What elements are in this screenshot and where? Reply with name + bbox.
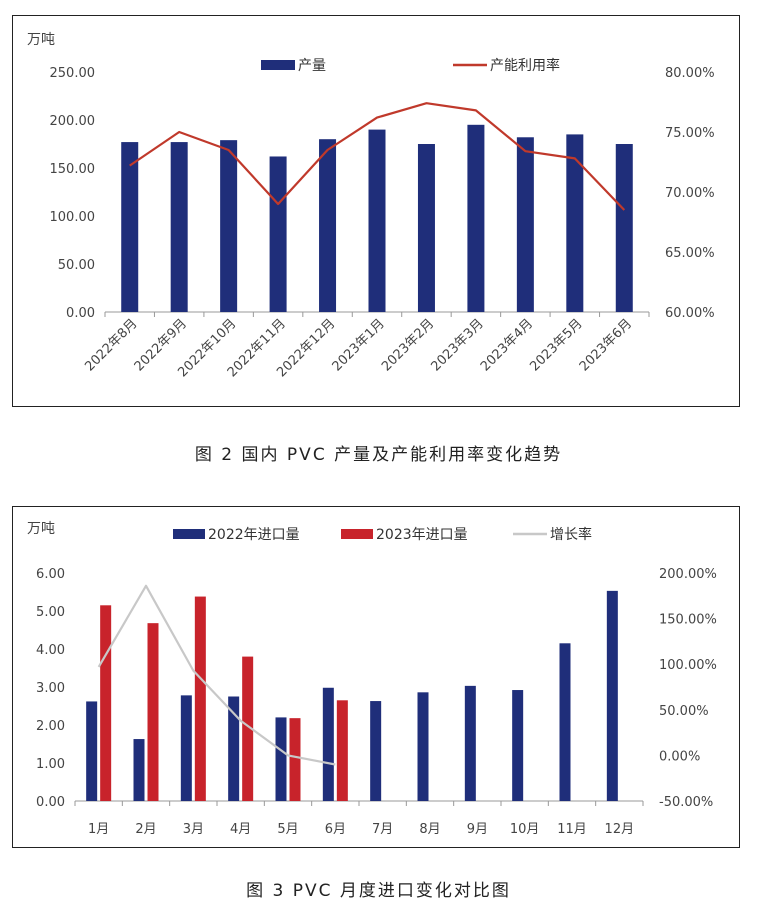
imports-category-label: 9月 (467, 822, 488, 837)
production-left-tick-label: 0.00 (66, 306, 95, 321)
chart-panel-imports: 万吨 0.00 1.00 2.00 3.00 4.00 5.00 6.00 -50.00% 0.0… (12, 506, 740, 848)
production-right-tick-label: 65.00% (665, 246, 715, 261)
imports-bar-1 (559, 643, 571, 801)
imports-bar-1 (322, 687, 334, 801)
imports-left-tick-label: 6.00 (36, 567, 65, 582)
production-left-tick-label: 200.00 (50, 114, 96, 129)
imports-left-tick-label: 0.00 (36, 795, 65, 810)
imports-left-tick-label: 5.00 (36, 605, 65, 620)
imports-right-tick-label: 0.00% (659, 749, 700, 764)
imports-bar-1 (133, 739, 145, 801)
production-category-label: 2023年4月 (478, 316, 536, 374)
production-category-label: 2023年3月 (429, 316, 487, 374)
production-chart-svg: 万吨 0.00 50.00 100.00 150.00 200.00 250.00 60.00… (27, 32, 715, 380)
imports-category-label: 7月 (372, 822, 393, 837)
imports-right-tick-label: -50.00% (659, 795, 713, 810)
production-bar-1 (615, 144, 633, 312)
production-legend-swatch (261, 60, 295, 70)
imports-bar-2 (147, 623, 159, 801)
production-left-tick-label: 100.00 (50, 210, 96, 225)
imports-category-label: 2月 (135, 822, 156, 837)
imports-left-tick-label: 1.00 (36, 757, 65, 772)
production-legend-label: 产量 (298, 58, 326, 74)
chart-panel-production: 万吨 0.00 50.00 100.00 150.00 200.00 250.00 60.00… (12, 15, 740, 407)
production-right-tick-label: 70.00% (665, 186, 715, 201)
imports-category-label: 10月 (510, 822, 540, 837)
imports-category-label: 6月 (325, 822, 346, 837)
imports-bar-2 (289, 718, 301, 801)
imports-category-label: 5月 (277, 822, 298, 837)
production-legend-label: 产能利用率 (490, 57, 560, 74)
imports-bar-1 (228, 696, 240, 801)
imports-bar-2 (336, 700, 348, 801)
imports-bar-2 (194, 596, 206, 801)
production-category-label: 2023年1月 (330, 316, 388, 374)
imports-bar-1 (606, 590, 618, 801)
production-line-series (129, 102, 626, 211)
imports-bar-2 (100, 605, 112, 801)
imports-category-label: 8月 (419, 822, 440, 837)
imports-bar-1 (275, 717, 287, 801)
production-bar-1 (368, 129, 386, 312)
imports-legend-label: 2022年进口量 (208, 527, 300, 543)
production-category-label: 2023年5月 (527, 316, 585, 374)
production-left-tick-label: 150.00 (50, 162, 96, 177)
production-left-tick-label: 50.00 (58, 258, 95, 273)
imports-right-tick-label: 200.00% (659, 567, 717, 582)
production-bar-1 (121, 142, 139, 312)
imports-chart-svg: 万吨 0.00 1.00 2.00 3.00 4.00 5.00 6.00 -50.00% 0.0… (27, 521, 717, 837)
production-right-tick-label: 80.00% (665, 66, 715, 81)
production-bar-1 (170, 142, 188, 312)
imports-bar-1 (370, 701, 382, 801)
production-bar-1 (319, 139, 337, 312)
production-bar-1 (516, 137, 534, 312)
imports-left-tick-label: 2.00 (36, 719, 65, 734)
production-left-tick-label: 250.00 (50, 66, 96, 81)
imports-legend-label: 2023年进口量 (376, 527, 468, 543)
imports-bar-1 (417, 692, 429, 801)
production-category-label: 2023年2月 (379, 316, 437, 374)
production-bar-1 (467, 124, 485, 312)
imports-right-tick-label: 50.00% (659, 704, 709, 719)
imports-category-label: 12月 (605, 822, 635, 837)
production-bar-1 (220, 140, 238, 312)
production-bar-1 (566, 134, 584, 312)
imports-left-tick-label: 3.00 (36, 681, 65, 696)
imports-category-label: 1月 (88, 822, 109, 837)
production-bar-1 (417, 144, 435, 312)
production-category-label: 2023年6月 (577, 316, 635, 374)
imports-legend-swatch (173, 529, 205, 539)
figure-caption-production: 图 2 国内 PVC 产量及产能利用率变化趋势 (194, 445, 563, 465)
production-bar-1 (269, 156, 287, 312)
imports-bar-1 (180, 695, 192, 801)
imports-right-tick-label: 150.00% (659, 613, 717, 628)
imports-line-series (97, 584, 336, 766)
imports-left-tick-label: 4.00 (36, 643, 65, 658)
production-category-label: 2022年8月 (82, 316, 140, 374)
production-unit-label: 万吨 (27, 32, 55, 48)
imports-bar-2 (242, 656, 254, 801)
imports-legend-label: 增长率 (550, 526, 592, 543)
imports-right-tick-label: 100.00% (659, 658, 717, 673)
production-right-tick-label: 75.00% (665, 126, 715, 141)
imports-category-label: 11月 (557, 822, 587, 837)
figure-caption-imports: 图 3 PVC 月度进口变化对比图 (246, 881, 511, 901)
imports-bar-1 (464, 685, 476, 801)
imports-bar-1 (86, 701, 98, 801)
imports-category-label: 4月 (230, 822, 251, 837)
imports-unit-label: 万吨 (27, 521, 55, 537)
production-right-tick-label: 60.00% (665, 306, 715, 321)
imports-bar-1 (512, 690, 524, 801)
imports-legend-swatch (341, 529, 373, 539)
imports-category-label: 3月 (183, 822, 204, 837)
